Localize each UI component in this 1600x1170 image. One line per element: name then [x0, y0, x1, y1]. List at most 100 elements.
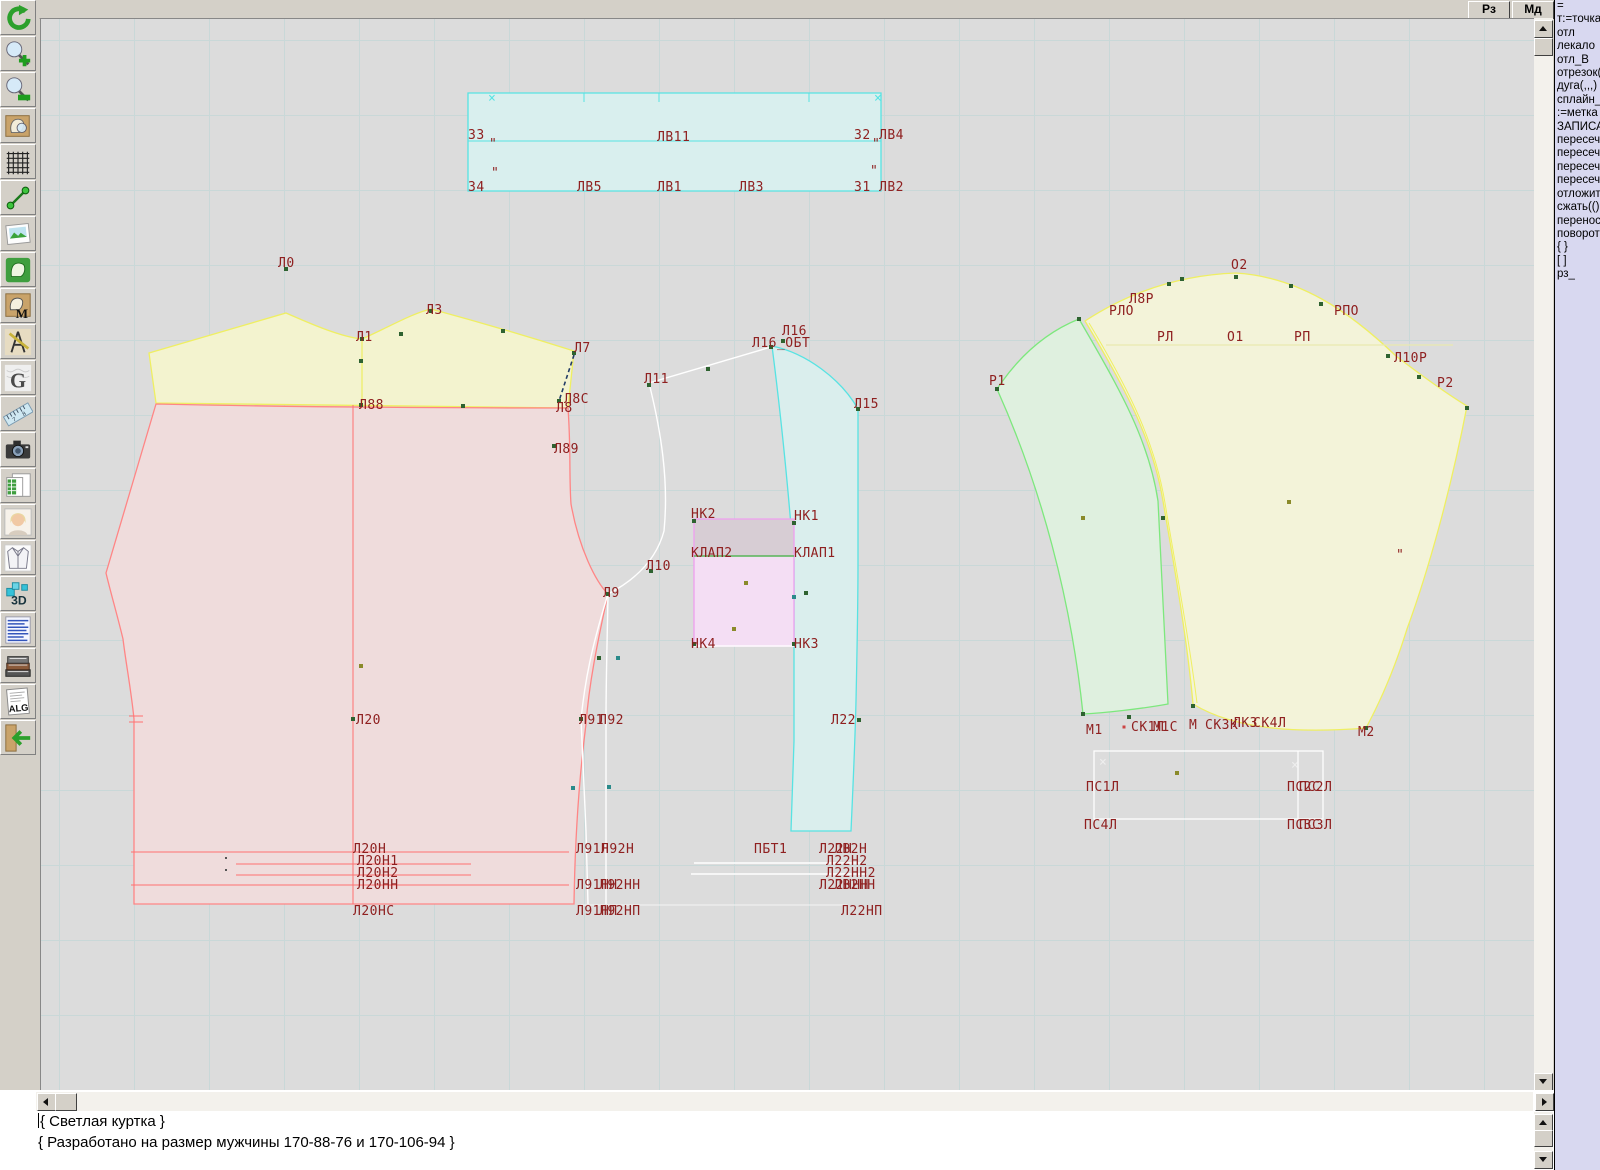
toolbar-button-undo[interactable] — [0, 0, 36, 35]
command-item-1[interactable]: т:=точка — [1557, 13, 1600, 26]
pattern-point — [1122, 725, 1126, 729]
point-label: Л9 — [603, 586, 620, 601]
toolbar-button-pattern-piece[interactable] — [0, 252, 36, 287]
text-v-scroll-thumb[interactable] — [1534, 1130, 1553, 1147]
toolbar-button-pattern-m[interactable]: M — [0, 288, 36, 323]
toolbar-button-size-tables[interactable] — [0, 468, 36, 503]
command-item-6[interactable]: дуга(,,,) — [1557, 80, 1598, 93]
scroll-left-button[interactable] — [37, 1093, 56, 1111]
point-label: Р1 — [989, 374, 1006, 389]
command-item-10[interactable]: пересеч — [1557, 134, 1600, 147]
text-scroll-down-button[interactable] — [1534, 1151, 1553, 1169]
drawing-canvas[interactable]: 33 ЛВ11 32 ЛВ4 34 ЛВ5 ЛВ1 ЛВ3 31 ЛВ2 Л0 Л3 Л1 Л7 Л8С Л8… — [40, 18, 1534, 1091]
toolbar-button-measure-line[interactable] — [0, 180, 36, 215]
toolbar-button-camera[interactable] — [0, 432, 36, 467]
rz-button[interactable]: Рз — [1468, 1, 1510, 19]
point-label: Л10 — [646, 559, 671, 574]
pattern-point — [692, 519, 696, 523]
command-item-16[interactable]: перенос — [1557, 214, 1600, 227]
svg-text:7: 7 — [12, 416, 18, 423]
svg-text:ALG: ALG — [8, 702, 29, 714]
command-item-0[interactable]: = — [1557, 0, 1564, 12]
command-item-3[interactable]: лекало — [1557, 40, 1596, 53]
point-label: Л11 — [644, 372, 669, 387]
pattern-point — [995, 387, 999, 391]
piece-front-band[interactable] — [771, 345, 859, 832]
point-label: ПС2С — [1287, 780, 1320, 795]
command-item-8[interactable]: :=метка — [1557, 107, 1598, 120]
toolbar-button-fabric-g[interactable]: G — [0, 360, 36, 395]
point-label: " — [870, 164, 878, 179]
command-item-13[interactable]: пересеч — [1557, 174, 1600, 187]
pattern-point — [1465, 406, 1469, 410]
pattern-point — [579, 717, 583, 721]
command-item-20[interactable]: рз_ — [1557, 268, 1575, 281]
md-button[interactable]: Мд — [1512, 1, 1554, 19]
command-item-12[interactable]: пересеч — [1557, 160, 1600, 173]
point-label: Л20Н2 — [357, 866, 399, 881]
h-scrollbar[interactable] — [36, 1092, 1533, 1111]
point-label: М2 — [1358, 725, 1375, 740]
scroll-up-button[interactable] — [1534, 20, 1553, 38]
exit-icon — [3, 723, 33, 753]
toolbar-button-preview-pattern[interactable] — [0, 108, 36, 143]
pattern-point — [607, 785, 611, 789]
point-label: РЛ — [1157, 330, 1174, 345]
status-line-2[interactable]: { Разработано на размер мужчины 170-88-7… — [38, 1134, 455, 1151]
toolbar-button-portrait[interactable] — [0, 504, 36, 539]
toolbar-button-zoom-in[interactable] — [0, 36, 36, 71]
piece-flap-bottom[interactable] — [693, 555, 795, 647]
command-item-15[interactable]: сжать(() — [1557, 201, 1600, 214]
toolbar-button-3d-view[interactable]: 3D — [0, 576, 36, 611]
piece-upper-sleeve[interactable] — [1084, 272, 1468, 731]
point-label: ЛВ2НН — [834, 878, 876, 893]
command-item-18[interactable]: { } — [1557, 241, 1568, 254]
point-label: 32 — [854, 128, 871, 143]
command-item-14[interactable]: отложит — [1557, 187, 1600, 200]
scroll-right-button[interactable] — [1535, 1093, 1554, 1111]
point-label: Л91НП — [576, 904, 618, 919]
pattern-point — [1161, 516, 1165, 520]
toolbar-button-grid[interactable] — [0, 144, 36, 179]
toolbar-button-operations-list[interactable] — [0, 612, 36, 647]
toolbar-button-jacket-sketch[interactable] — [0, 540, 36, 575]
command-item-2[interactable]: отл — [1557, 26, 1575, 39]
toolbar-button-compass-w[interactable] — [0, 324, 36, 359]
piece-body-front[interactable] — [105, 403, 609, 905]
toolbar-button-image[interactable] — [0, 216, 36, 251]
pattern-point — [1077, 317, 1081, 321]
toolbar-button-zoom-out[interactable] — [0, 72, 36, 107]
status-line-1[interactable]: { Светлая куртка } — [38, 1113, 165, 1130]
command-item-9[interactable]: ЗАПИСА — [1557, 120, 1600, 133]
point-label: КЛАП1 — [794, 546, 836, 561]
toolbar-button-exit[interactable] — [0, 720, 36, 755]
pattern-point — [461, 404, 465, 408]
v-scrollbar[interactable] — [1534, 18, 1553, 1090]
point-label: ЛВ2Н — [834, 842, 867, 857]
toolbar-button-books[interactable] — [0, 648, 36, 683]
pattern-point — [1127, 715, 1131, 719]
toolbar-button-alg-document[interactable]: ALG — [0, 684, 36, 719]
command-item-5[interactable]: отрезок( — [1557, 67, 1600, 80]
command-item-17[interactable]: поворот — [1557, 227, 1600, 240]
command-item-7[interactable]: сплайн_ — [1557, 93, 1600, 106]
piece-cuff-rect[interactable] — [1093, 750, 1324, 820]
up-arrow-icon — [1539, 26, 1547, 31]
point-label: × — [874, 91, 882, 106]
pattern-point — [429, 309, 433, 313]
command-item-11[interactable]: пересеч — [1557, 147, 1600, 160]
v-scroll-thumb[interactable] — [1534, 38, 1553, 56]
scroll-down-button[interactable] — [1534, 1073, 1553, 1091]
point-label: ЛВ11 — [657, 130, 690, 145]
point-label: СК3К — [1205, 718, 1238, 733]
command-item-4[interactable]: отл_В — [1557, 53, 1589, 66]
point-label: О1 — [1227, 330, 1244, 345]
command-item-19[interactable]: [ ] — [1557, 254, 1567, 267]
h-scroll-thumb[interactable] — [55, 1093, 77, 1111]
point-label: ЛК3 — [1233, 716, 1258, 731]
pattern-point — [1191, 704, 1195, 708]
piece-collar-band[interactable] — [467, 92, 882, 192]
